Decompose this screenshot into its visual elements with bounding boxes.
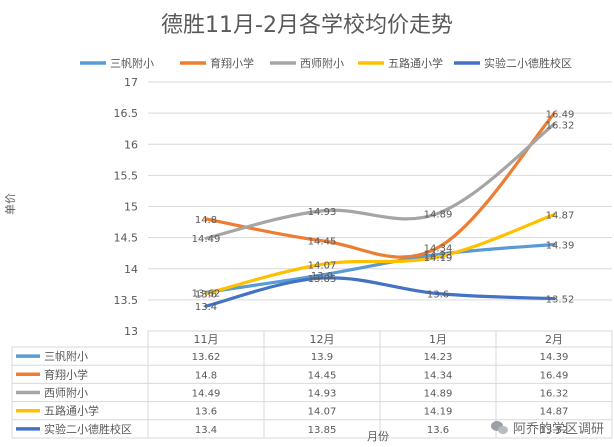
data-label: 14.89: [424, 209, 453, 220]
data-label: 14.07: [308, 260, 337, 271]
y-tick-label: 16.5: [114, 107, 139, 120]
table-cell-value: 14.87: [540, 407, 569, 418]
y-tick-label: 13.5: [114, 294, 139, 307]
legend-label: 实验二小德胜校区: [484, 56, 572, 70]
table-cell-value: 16.32: [540, 389, 569, 400]
y-tick-label: 17: [124, 76, 138, 89]
y-tick-label: 13: [124, 325, 138, 338]
table-cell-value: 13.4: [195, 425, 217, 436]
series-line: [204, 212, 556, 296]
watermark: 阿乔的学区调研: [490, 418, 604, 437]
series-line: [204, 242, 556, 295]
x-tick-label: 12月: [310, 333, 335, 346]
table-cell-value: 13.9: [311, 352, 333, 363]
legend-label: 五路通小学: [388, 56, 443, 70]
x-tick-label: 2月: [545, 333, 563, 346]
table-cell-value: 14.23: [424, 352, 453, 363]
table-cell-value: 14.07: [308, 407, 337, 418]
data-label: 14.39: [546, 240, 575, 251]
y-axis-label: 单价: [4, 193, 17, 215]
table-cell-value: 13.85: [308, 425, 337, 436]
table-cell-value: 14.39: [540, 352, 569, 363]
legend-label: 西师附小: [300, 56, 344, 70]
y-tick-label: 15: [124, 201, 138, 214]
x-axis-label: 月份: [367, 430, 389, 443]
y-tick-label: 15.5: [114, 169, 139, 182]
data-label: 14.45: [308, 237, 337, 248]
table-cell-value: 16.49: [540, 370, 569, 381]
data-label: 14.8: [195, 215, 217, 226]
data-label: 14.87: [546, 211, 575, 222]
data-label: 14.19: [424, 253, 453, 264]
wechat-icon: [490, 420, 509, 436]
legend-label: 三帆附小: [110, 56, 154, 70]
table-cell-value: 13.52: [540, 425, 569, 436]
x-tick-label: 11月: [194, 333, 219, 346]
data-label: 13.52: [546, 295, 575, 306]
y-tick-label: 14: [124, 263, 138, 276]
x-tick-label: 1月: [429, 333, 447, 346]
data-label: 13.4: [195, 302, 217, 313]
legend-label: 育翔小学: [210, 56, 254, 70]
watermark-text: 阿乔的学区调研: [512, 422, 604, 437]
y-tick-label: 16: [124, 138, 138, 151]
table-cell-value: 14.49: [192, 389, 221, 400]
table-cell-value: 14.45: [308, 370, 337, 381]
table-series-label: 西师附小: [44, 386, 88, 400]
data-label: 14.23: [424, 250, 453, 261]
series-line: [204, 122, 556, 240]
table-cell-value: 13.6: [195, 407, 217, 418]
table-series-label: 实验二小德胜校区: [44, 422, 132, 436]
series-line: [204, 112, 556, 259]
table-cell-value: 14.34: [424, 370, 453, 381]
series-line: [204, 276, 556, 308]
data-label: 13.9: [311, 271, 333, 282]
chart-title: 德胜11月-2月各学校均价走势: [161, 13, 453, 38]
data-label: 13.62: [192, 288, 221, 299]
data-label: 16.49: [546, 110, 575, 121]
data-label: 13.6: [427, 290, 449, 301]
table-series-label: 五路通小学: [44, 404, 99, 418]
y-tick-label: 14.5: [114, 232, 139, 245]
table-cell-value: 13.6: [427, 425, 449, 436]
table-cell-value: 14.93: [308, 389, 337, 400]
table-series-label: 育翔小学: [44, 367, 88, 381]
data-label: 13.6: [195, 290, 217, 301]
table-cell-value: 14.19: [424, 407, 453, 418]
table-cell-value: 14.8: [195, 370, 217, 381]
table-series-label: 三帆附小: [44, 349, 88, 363]
data-label: 14.34: [424, 244, 453, 255]
table-cell-value: 13.62: [192, 352, 221, 363]
data-label: 16.32: [546, 120, 575, 131]
table-cell-value: 14.89: [424, 389, 453, 400]
data-label: 14.93: [308, 207, 337, 218]
data-label: 13.85: [308, 274, 337, 285]
data-label: 14.49: [192, 234, 221, 245]
